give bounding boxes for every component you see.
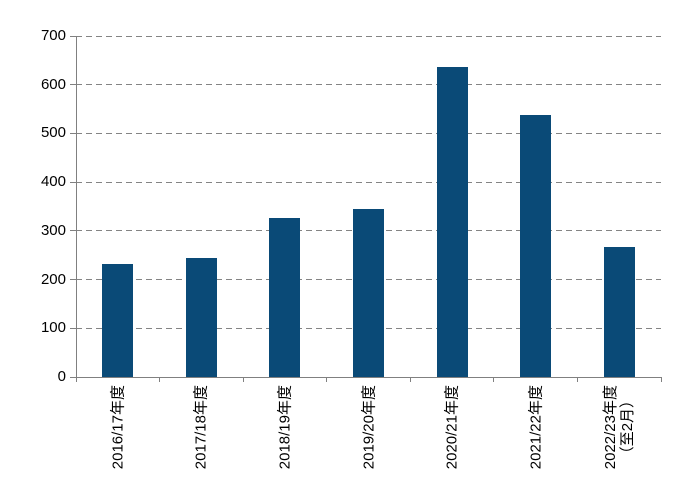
y-tick [70,376,76,378]
x-category-label: 2017/18年度 [193,385,210,469]
y-tick-label: 400 [40,173,66,191]
y-axis [75,36,77,382]
y-tick [70,279,76,281]
bar [185,257,217,377]
x-category-label-line: 2017/18年度 [192,385,210,470]
y-tick-label: 0 [57,368,66,385]
x-tick [660,377,662,382]
bar [520,114,552,377]
y-tick [70,35,76,37]
gridline [76,132,661,134]
y-tick [70,181,76,183]
y-tick-label: 500 [40,124,66,142]
x-category-label-line: 2016/17年度 [109,385,127,470]
y-tick-label: 700 [40,27,66,44]
x-category-label: 2021/22年度 [527,385,544,469]
bar [269,217,301,377]
x-tick [242,377,244,382]
bar [353,208,384,377]
x-category-label-line: （至2月） [619,392,637,462]
x-tick [159,377,161,382]
gridline [76,181,661,183]
y-tick [70,230,76,232]
x-tick [326,377,328,382]
bar [436,66,468,377]
y-tick-label: 200 [40,270,66,288]
x-category-label-line: 2021/22年度 [527,385,545,470]
x-tick [75,377,77,382]
x-category-label-line: 2019/20年度 [360,385,377,470]
x-tick [576,377,578,382]
x-category-label: 2016/17年度 [109,385,126,469]
y-tick [70,84,76,86]
x-tick [409,377,411,382]
bar [102,263,134,377]
y-tick [70,132,76,134]
x-category-label: 2019/20年度 [360,385,377,469]
bar [603,247,635,377]
x-category-label-line: 2022/23年度 [602,385,620,470]
x-tick [493,377,495,382]
x-axis [76,376,661,378]
x-category-label: 2022/23年度 （至2月） [602,385,636,469]
y-tick-label: 600 [40,75,66,93]
x-category-label-line: 2018/19年度 [276,385,294,470]
y-tick-label: 100 [40,319,66,337]
gridline [76,84,661,86]
y-tick [70,327,76,329]
gridline [76,35,661,37]
y-tick-label: 300 [40,221,66,239]
x-category-label-line: 2020/21年度 [443,385,461,470]
x-category-label: 2018/19年度 [276,385,293,469]
x-category-label: 2020/21年度 [444,385,461,469]
